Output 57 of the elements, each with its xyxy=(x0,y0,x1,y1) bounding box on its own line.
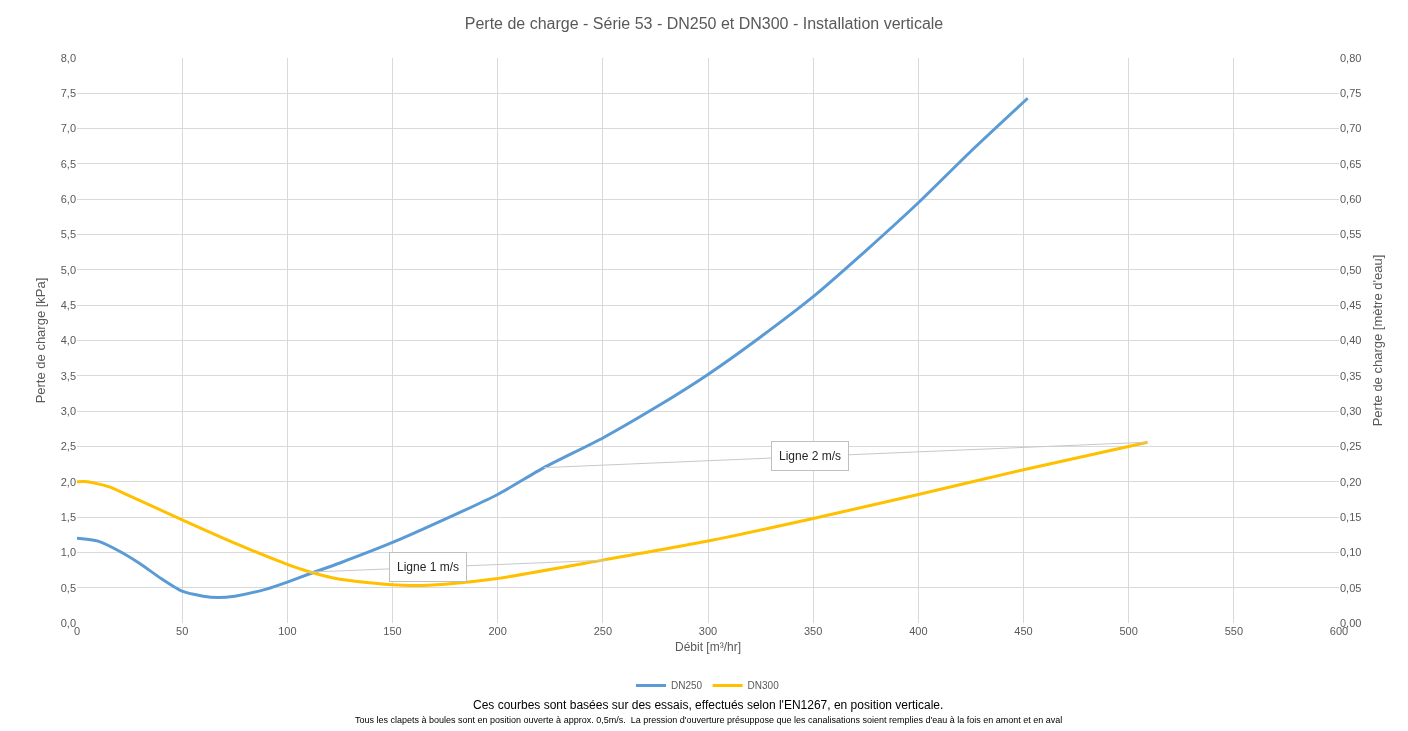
y2-tick-label: 0,20 xyxy=(1340,475,1362,488)
y-tick-label: 6,0 xyxy=(60,193,76,206)
y2-tick-label: 0,65 xyxy=(1340,157,1362,170)
legend-label: DN250 xyxy=(671,680,703,692)
x-tick-label: 500 xyxy=(1119,625,1138,637)
y2-tick-label: 0,55 xyxy=(1340,228,1362,241)
x-tick-label: 300 xyxy=(698,625,718,637)
text: Ces courbes sont basées sur des essais, effectués selon l'EN1267, en position verticale. xyxy=(473,698,944,712)
annotation: Ligne 1 m/s xyxy=(397,560,460,574)
line-series xyxy=(77,96,1030,600)
y-tick-label: 4,0 xyxy=(60,334,76,347)
y-tick-label: 3,0 xyxy=(60,404,76,417)
x-tick-label: 350 xyxy=(803,625,823,637)
y2-tick-label: 0,25 xyxy=(1340,440,1362,453)
y2-tick-label: 0,10 xyxy=(1340,546,1362,559)
y-tick-label: 7,0 xyxy=(60,122,76,135)
y2-tick-label: 0,15 xyxy=(1340,510,1362,523)
y2-tick-label: 0,75 xyxy=(1340,87,1362,100)
y-tick-label: 4,5 xyxy=(60,299,76,312)
y2-tick-label: 0,35 xyxy=(1340,369,1362,382)
x-tick-label: 150 xyxy=(383,625,402,637)
x-tick-label: 50 xyxy=(176,625,189,637)
y-tick-label: 2,0 xyxy=(60,475,76,488)
x-tick-label: 100 xyxy=(278,625,297,637)
y-tick-label: 7,5 xyxy=(60,87,76,100)
y-tick-label: 1,0 xyxy=(60,546,76,559)
legend-label: DN300 xyxy=(747,680,780,692)
y-tick-label: 6,5 xyxy=(60,157,76,170)
y2-tick-label: 0,45 xyxy=(1340,299,1362,312)
y2-tick-label: 0,80 xyxy=(1340,51,1362,64)
x-tick-label: 400 xyxy=(909,625,928,637)
text: Tous les clapets à boules sont en position ouverte à approx. 0,5m/s. La pression d'ouverture présuppose que les canalisations soient remplies d'eau à la fois en amont et en aval xyxy=(355,715,1063,725)
y2-axis-title: Perte de charge [mètre d'eau] xyxy=(1370,254,1386,427)
y-tick-label: 0,0 xyxy=(60,616,76,629)
x-tick-label: 250 xyxy=(593,625,613,637)
line-series xyxy=(77,440,1150,588)
y2-tick-label: 0,30 xyxy=(1340,404,1362,417)
y2-tick-label: 0,70 xyxy=(1340,122,1362,135)
chart-title: Perte de charge - Série 53 - DN250 et DN300 - Installation verticale xyxy=(464,15,944,33)
y-tick-label: 8,0 xyxy=(60,51,76,64)
annotation: Ligne 2 m/s xyxy=(779,449,842,463)
x-tick-label: 550 xyxy=(1224,625,1244,637)
y-tick-label: 3,5 xyxy=(60,369,76,382)
y2-tick-label: 0,00 xyxy=(1340,616,1362,629)
x-axis-title: Débit [m³/hr] xyxy=(674,639,742,654)
y2-tick-label: 0,50 xyxy=(1340,263,1362,276)
y-tick-label: 1,5 xyxy=(60,510,76,523)
y-tick-label: 5,5 xyxy=(60,228,76,241)
x-tick-label: 450 xyxy=(1014,625,1033,637)
y-tick-label: 5,0 xyxy=(60,263,76,276)
x-tick-label: 200 xyxy=(488,625,507,637)
y-axis-title: Perte de charge [kPa] xyxy=(32,277,48,404)
y2-tick-label: 0,40 xyxy=(1340,334,1362,347)
y-tick-label: 0,5 xyxy=(60,581,76,594)
y-tick-label: 2,5 xyxy=(60,440,76,453)
y2-tick-label: 0,60 xyxy=(1340,193,1362,206)
y2-tick-label: 0,05 xyxy=(1340,581,1362,594)
